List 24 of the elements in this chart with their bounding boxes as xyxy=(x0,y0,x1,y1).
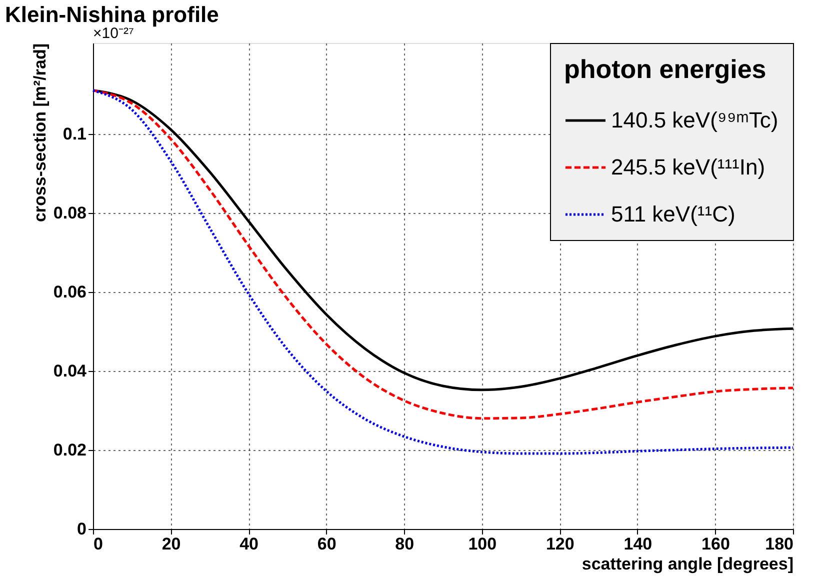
text: ×10⁻²⁷ xyxy=(93,25,134,42)
y-axis-title: cross-section [m²/rad] xyxy=(30,44,50,222)
x-tick-label: 140 xyxy=(624,534,652,554)
x-tick-label: 0 xyxy=(94,534,103,554)
x-tick-label: 80 xyxy=(395,534,414,554)
y-tick-label: 0 xyxy=(77,520,86,538)
x-tick-label: 40 xyxy=(240,534,259,554)
x-tick-label: 180 xyxy=(765,534,794,554)
y-tick-label: 0.02 xyxy=(53,440,86,460)
x-tick-label: 100 xyxy=(468,534,497,554)
x-axis-title: scattering angle [degrees] xyxy=(582,554,794,574)
y-tick-label: 0.04 xyxy=(53,361,88,380)
y-tick-label: 0.08 xyxy=(53,203,86,222)
legend-label: 245.5 keV(¹¹¹In) xyxy=(611,154,766,180)
legend-title: photon energies xyxy=(564,54,766,84)
x-tick-label: 160 xyxy=(702,534,730,554)
chart-title: Klein-Nishina profile xyxy=(5,2,219,27)
x-tick-label: 20 xyxy=(162,534,181,554)
legend-label: 140.5 keV(⁹⁹ᵐTc) xyxy=(611,108,778,132)
x-tick-label: 60 xyxy=(317,534,336,554)
y-tick-label: 0.06 xyxy=(53,282,86,302)
legend-label: 511 keV(¹¹C) xyxy=(611,202,736,226)
y-tick-label: 0.1 xyxy=(62,124,86,144)
x-tick-label: 120 xyxy=(546,534,574,554)
